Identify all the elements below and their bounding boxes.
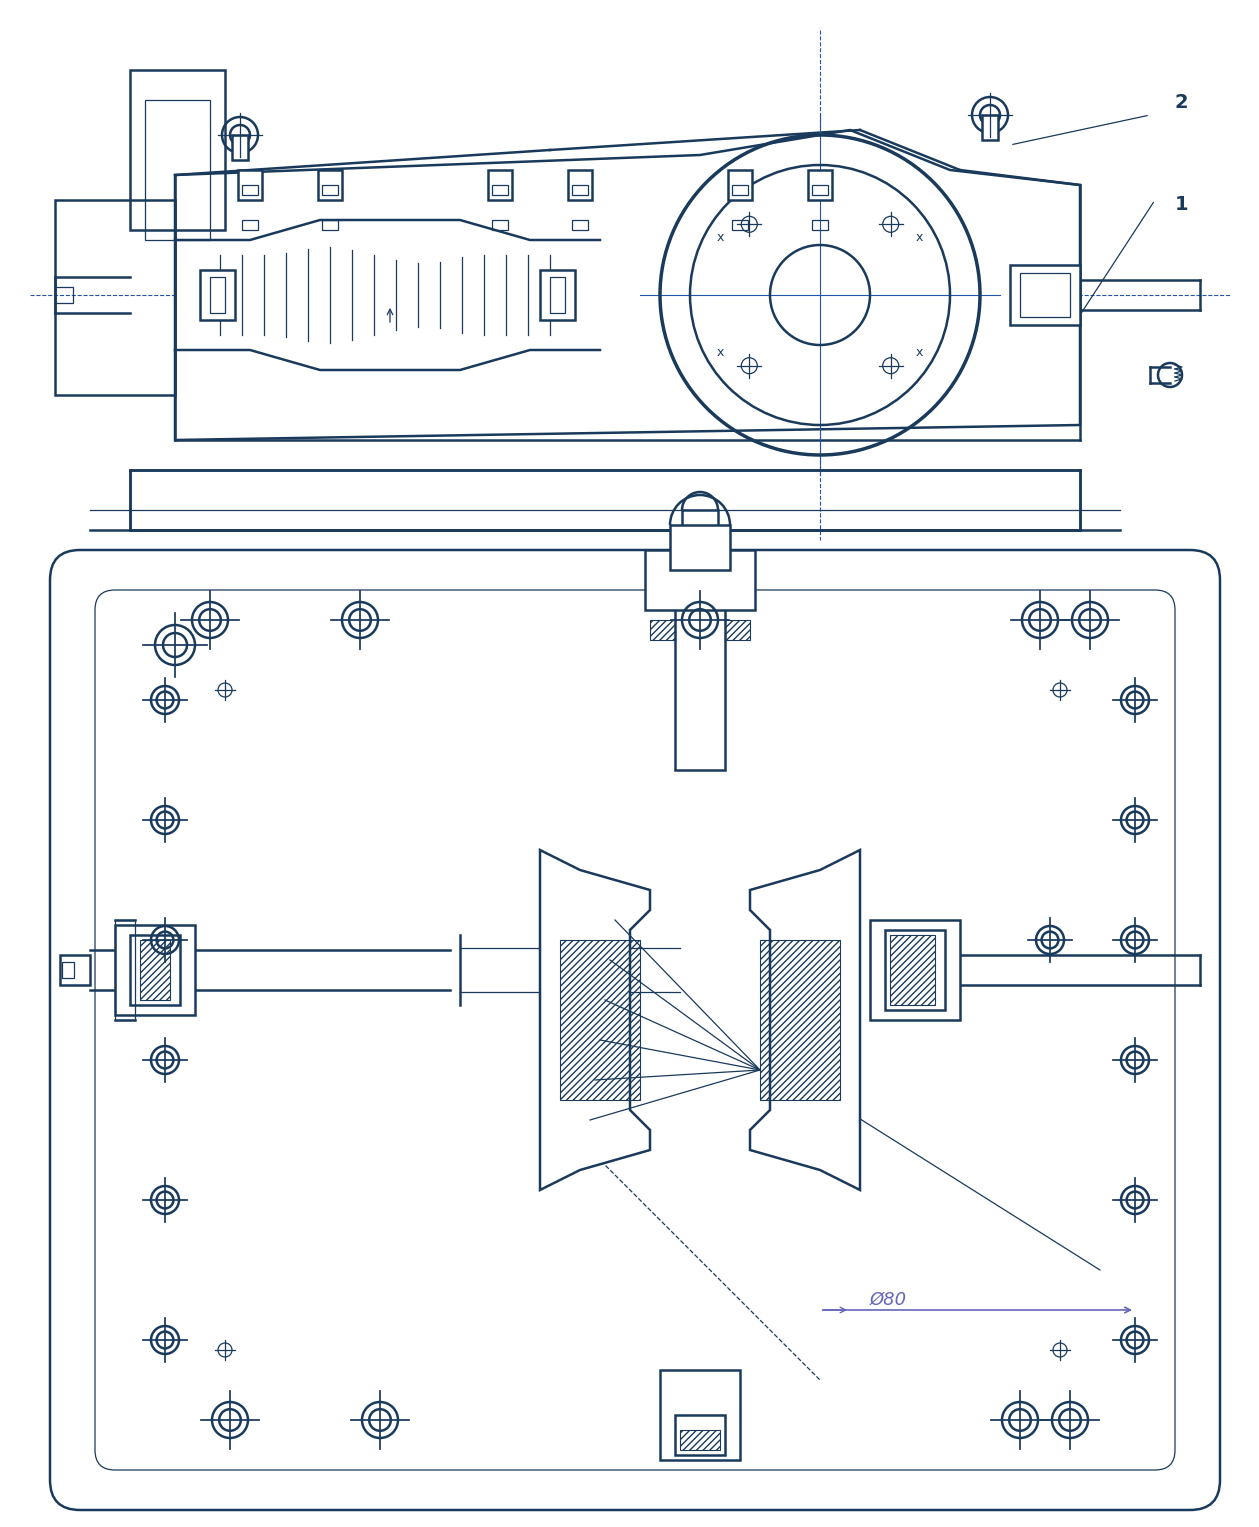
Bar — [130, 70, 225, 231]
Bar — [210, 276, 225, 313]
Bar — [242, 220, 258, 231]
Text: 2: 2 — [1175, 93, 1188, 111]
Bar — [488, 169, 512, 200]
Bar — [62, 962, 74, 977]
Bar — [812, 185, 828, 195]
Bar — [982, 115, 998, 140]
Bar — [870, 919, 961, 1020]
Bar — [660, 1370, 740, 1460]
Bar — [728, 169, 752, 200]
Bar — [1020, 273, 1070, 318]
FancyBboxPatch shape — [94, 589, 1175, 1471]
Bar — [568, 169, 592, 200]
Bar — [885, 930, 946, 1009]
Polygon shape — [175, 130, 1080, 440]
Bar — [675, 1416, 725, 1455]
Bar — [572, 185, 588, 195]
Polygon shape — [750, 851, 860, 1190]
Bar — [492, 185, 507, 195]
Text: Ø80: Ø80 — [870, 1290, 908, 1309]
Bar — [200, 270, 235, 321]
FancyBboxPatch shape — [50, 550, 1220, 1510]
Bar — [322, 220, 337, 231]
Bar — [540, 270, 575, 321]
Bar — [145, 99, 210, 240]
Polygon shape — [540, 851, 650, 1190]
Text: 1: 1 — [1175, 195, 1188, 214]
Bar — [1010, 266, 1080, 325]
Bar — [808, 169, 832, 200]
Text: x: x — [716, 231, 724, 244]
Bar — [682, 510, 718, 560]
Bar — [242, 185, 258, 195]
Bar — [645, 550, 755, 609]
Bar — [232, 134, 248, 160]
Bar — [55, 200, 175, 395]
Text: x: x — [716, 347, 724, 359]
Bar — [130, 935, 180, 1005]
Bar — [492, 220, 507, 231]
Bar — [115, 919, 135, 1020]
Bar — [550, 276, 565, 313]
Bar — [675, 560, 725, 770]
Text: x: x — [915, 347, 923, 359]
Bar — [670, 525, 730, 570]
Bar — [115, 925, 195, 1015]
Bar — [319, 169, 342, 200]
Bar — [731, 185, 748, 195]
Bar — [731, 220, 748, 231]
Bar — [322, 185, 337, 195]
Bar — [238, 169, 262, 200]
Bar — [55, 287, 73, 302]
Bar — [60, 954, 89, 985]
Bar — [130, 470, 1080, 530]
Text: x: x — [915, 231, 923, 244]
Bar — [572, 220, 588, 231]
Bar — [812, 220, 828, 231]
